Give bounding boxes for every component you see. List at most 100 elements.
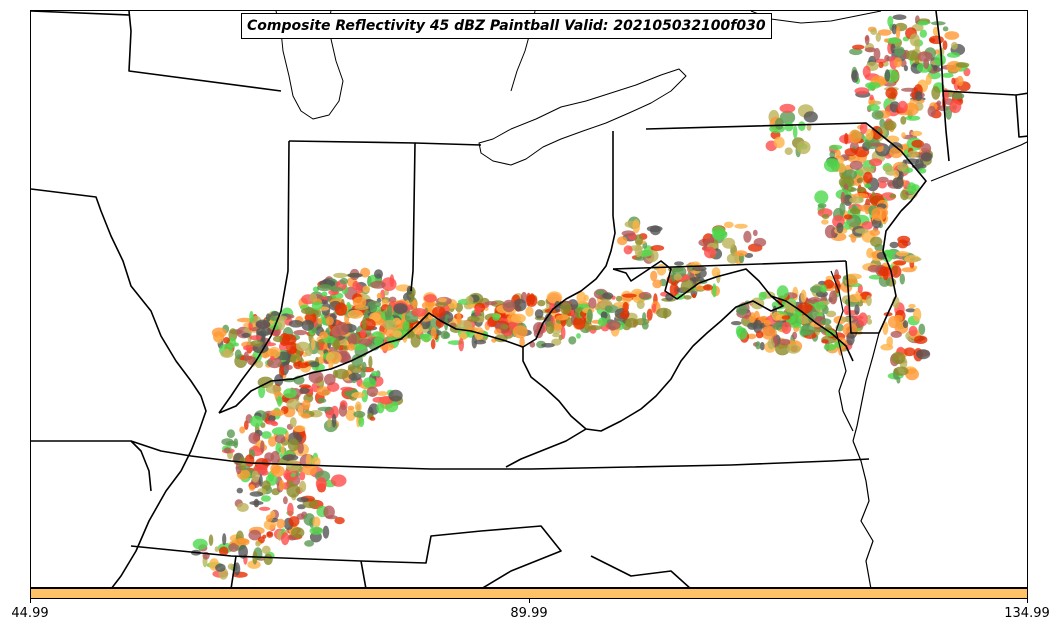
paintball-cell xyxy=(877,128,882,133)
paintball-cell xyxy=(258,384,266,399)
paintball-cell xyxy=(836,222,844,234)
paintball-cell xyxy=(218,546,229,556)
ky-va-border xyxy=(505,428,587,468)
paintball-cell xyxy=(467,315,480,323)
paintball-cell xyxy=(299,471,306,481)
paintball-cell xyxy=(560,302,572,315)
paintball-cell xyxy=(865,128,874,141)
paintball-cell xyxy=(525,306,534,317)
paintball-cell xyxy=(652,279,663,289)
paintball-cell xyxy=(897,162,907,172)
paintball-cell xyxy=(297,404,304,417)
paintball-cell xyxy=(287,502,294,517)
paintball-cell xyxy=(823,158,840,173)
paintball-cell xyxy=(552,333,561,338)
paintball-cell xyxy=(295,341,310,352)
paintball-cell xyxy=(638,291,652,300)
paintball-cell xyxy=(317,406,333,412)
ohio-river xyxy=(218,215,616,414)
paintball-cell xyxy=(755,330,764,339)
paintball-cell xyxy=(862,65,871,78)
paintball-cell xyxy=(892,176,904,190)
paintball-cell xyxy=(903,347,916,357)
paintball-cell xyxy=(311,301,323,311)
paintball-cell xyxy=(243,351,249,362)
paintball-cell xyxy=(882,321,889,336)
paintball-cell xyxy=(456,311,462,325)
paintball-cell xyxy=(374,269,383,279)
paintball-cell xyxy=(873,47,881,61)
paintball-cell xyxy=(844,132,849,145)
paintball-cell xyxy=(942,40,948,51)
paintball-cell xyxy=(551,338,562,346)
paintball-cell xyxy=(821,219,829,225)
paintball-cell xyxy=(258,506,271,511)
paintball-cell xyxy=(228,543,240,552)
paintball-cell xyxy=(430,338,436,350)
paintball-cell xyxy=(249,335,263,341)
paintball-cell xyxy=(734,250,748,257)
paintball-cell xyxy=(656,307,672,319)
virginia-coast xyxy=(852,440,874,587)
paintball-cell xyxy=(438,297,447,303)
paintball-cell xyxy=(360,371,366,378)
paintball-cell xyxy=(277,396,282,407)
delmarva-coast xyxy=(852,332,880,442)
paintball-cell xyxy=(889,241,899,249)
paintball-cell xyxy=(388,389,403,402)
paintball-cell xyxy=(311,337,316,351)
paintball-cell xyxy=(833,274,842,280)
political-boundaries xyxy=(31,11,1027,587)
paintball-cell xyxy=(878,61,884,69)
paintball-cell xyxy=(844,148,858,157)
paintball-cell xyxy=(784,300,796,313)
paintball-cell xyxy=(851,69,859,83)
paintball-cell xyxy=(656,264,667,276)
paintball-cell xyxy=(233,438,239,449)
colorbar xyxy=(30,588,1028,599)
paintball-cell xyxy=(588,297,597,309)
paintball-cell xyxy=(892,14,907,20)
paintball-cell xyxy=(316,284,333,292)
paintball-cell xyxy=(604,305,613,313)
colorbar-tick-label-right: 134.99 xyxy=(1004,606,1050,621)
paintball-cell xyxy=(840,191,846,205)
paintball-cell xyxy=(362,316,367,330)
paintball-cell xyxy=(753,237,767,247)
paintball-cell xyxy=(621,293,637,298)
paintball-cell xyxy=(889,193,897,199)
paintball-cell xyxy=(867,264,881,273)
paintball-cell xyxy=(263,553,273,566)
colorbar-tick-label-left: 44.99 xyxy=(11,606,49,621)
paintball-cell xyxy=(901,267,916,273)
paintball-cell xyxy=(669,282,679,297)
paintball-cell xyxy=(925,74,932,86)
paintball-cell xyxy=(634,234,644,246)
paintball-cell xyxy=(362,285,371,293)
paintball-cell xyxy=(249,310,254,324)
paintball-cell xyxy=(299,480,307,493)
paintball-cell xyxy=(338,404,348,417)
paintball-cell xyxy=(286,314,295,319)
paintball-cell xyxy=(885,37,901,44)
paintball-cell xyxy=(381,277,397,291)
paintball-cell xyxy=(309,361,320,368)
paintball-cell xyxy=(914,90,923,102)
paintball-cell xyxy=(792,125,798,139)
paintball-cell xyxy=(367,300,382,308)
paintball-cell xyxy=(340,386,354,392)
paintball-cell xyxy=(829,290,838,305)
paintball-cell xyxy=(913,307,922,322)
paintball-cell xyxy=(846,332,855,346)
paintball-cell xyxy=(253,498,260,508)
paintball-cell xyxy=(371,370,379,377)
paintball-cell xyxy=(849,196,864,204)
paintball-cell xyxy=(956,75,964,87)
paintball-cell xyxy=(265,313,271,322)
paintball-cell xyxy=(784,147,793,155)
paintball-cell xyxy=(887,15,894,28)
map-title: Composite Reflectivity 45 dBZ Paintball … xyxy=(241,13,772,39)
paintball-cell xyxy=(220,349,234,358)
paintball-cell xyxy=(369,416,376,421)
paintball-cell xyxy=(370,280,386,289)
